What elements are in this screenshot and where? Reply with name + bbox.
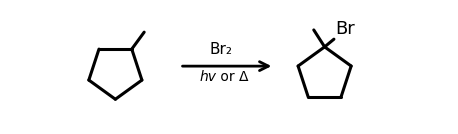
Text: hv: hv — [199, 70, 216, 84]
Text: or Δ: or Δ — [216, 70, 249, 84]
Text: Br₂: Br₂ — [209, 42, 232, 57]
Text: Br: Br — [335, 20, 355, 38]
